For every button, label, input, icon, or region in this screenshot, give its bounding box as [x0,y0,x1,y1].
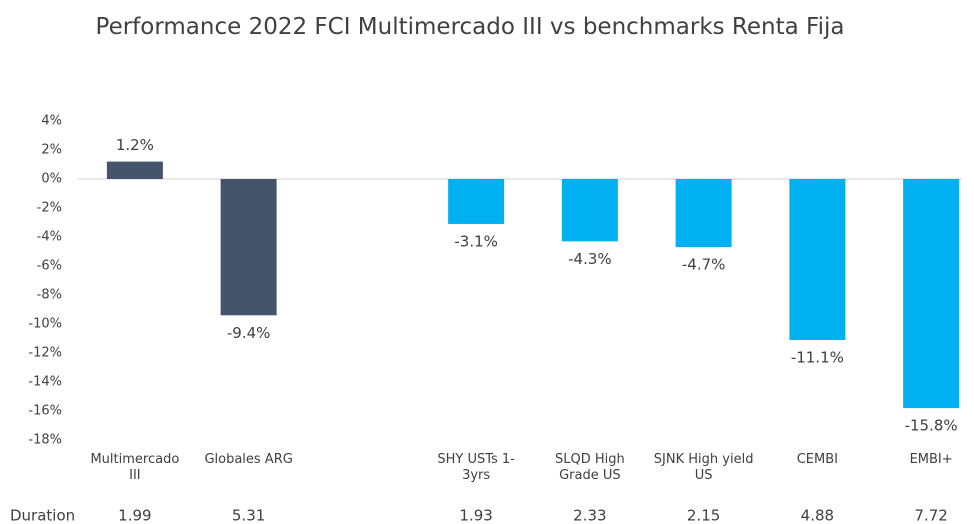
x-tick-label: Multimercado III [90,452,180,483]
bar [561,179,618,242]
bar [220,179,277,316]
data-label: 1.2% [116,136,154,154]
x-tick-label: SLQD High Grade US [555,452,625,483]
duration-value: 4.88 [801,507,834,524]
bar [448,179,505,224]
y-tick-label: -8% [37,288,62,303]
duration-label: Duration [10,507,75,524]
y-tick-label: -16% [28,404,62,419]
y-tick-label: -18% [28,433,62,448]
y-tick-label: -6% [37,259,62,274]
bar [106,161,163,179]
duration-value: 7.72 [914,507,947,524]
data-label: -4.3% [568,250,612,268]
y-tick-label: 0% [41,172,62,187]
x-tick-label: CEMBI [796,452,838,467]
data-label: -3.1% [454,232,498,250]
duration-value: 1.99 [118,507,151,524]
y-tick-label: -14% [28,375,62,390]
y-tick-label: 2% [41,143,62,158]
y-tick-label: 4% [41,114,62,129]
data-label: -15.8% [905,417,958,435]
x-tick-label: SJNK High yield US [653,452,754,483]
y-tick-label: -2% [37,201,62,216]
x-tick-label: Globales ARG [204,452,293,467]
data-label: -11.1% [791,348,844,366]
bar [903,179,960,409]
y-tick-label: -10% [28,317,62,332]
data-label: -9.4% [227,324,271,342]
bar [789,179,846,340]
duration-value: 5.31 [232,507,265,524]
y-tick-label: -4% [37,230,62,245]
y-tick-label: -12% [28,346,62,361]
data-label: -4.7% [682,256,726,274]
duration-value: 1.93 [459,507,492,524]
duration-value: 2.15 [687,507,720,524]
bar [675,179,732,248]
x-tick-label: EMBI+ [909,452,953,467]
x-tick-label: SHY USTs 1-3yrs [437,452,515,483]
duration-value: 2.33 [573,507,606,524]
chart-title: Performance 2022 FCI Multimercado III vs… [95,14,845,40]
